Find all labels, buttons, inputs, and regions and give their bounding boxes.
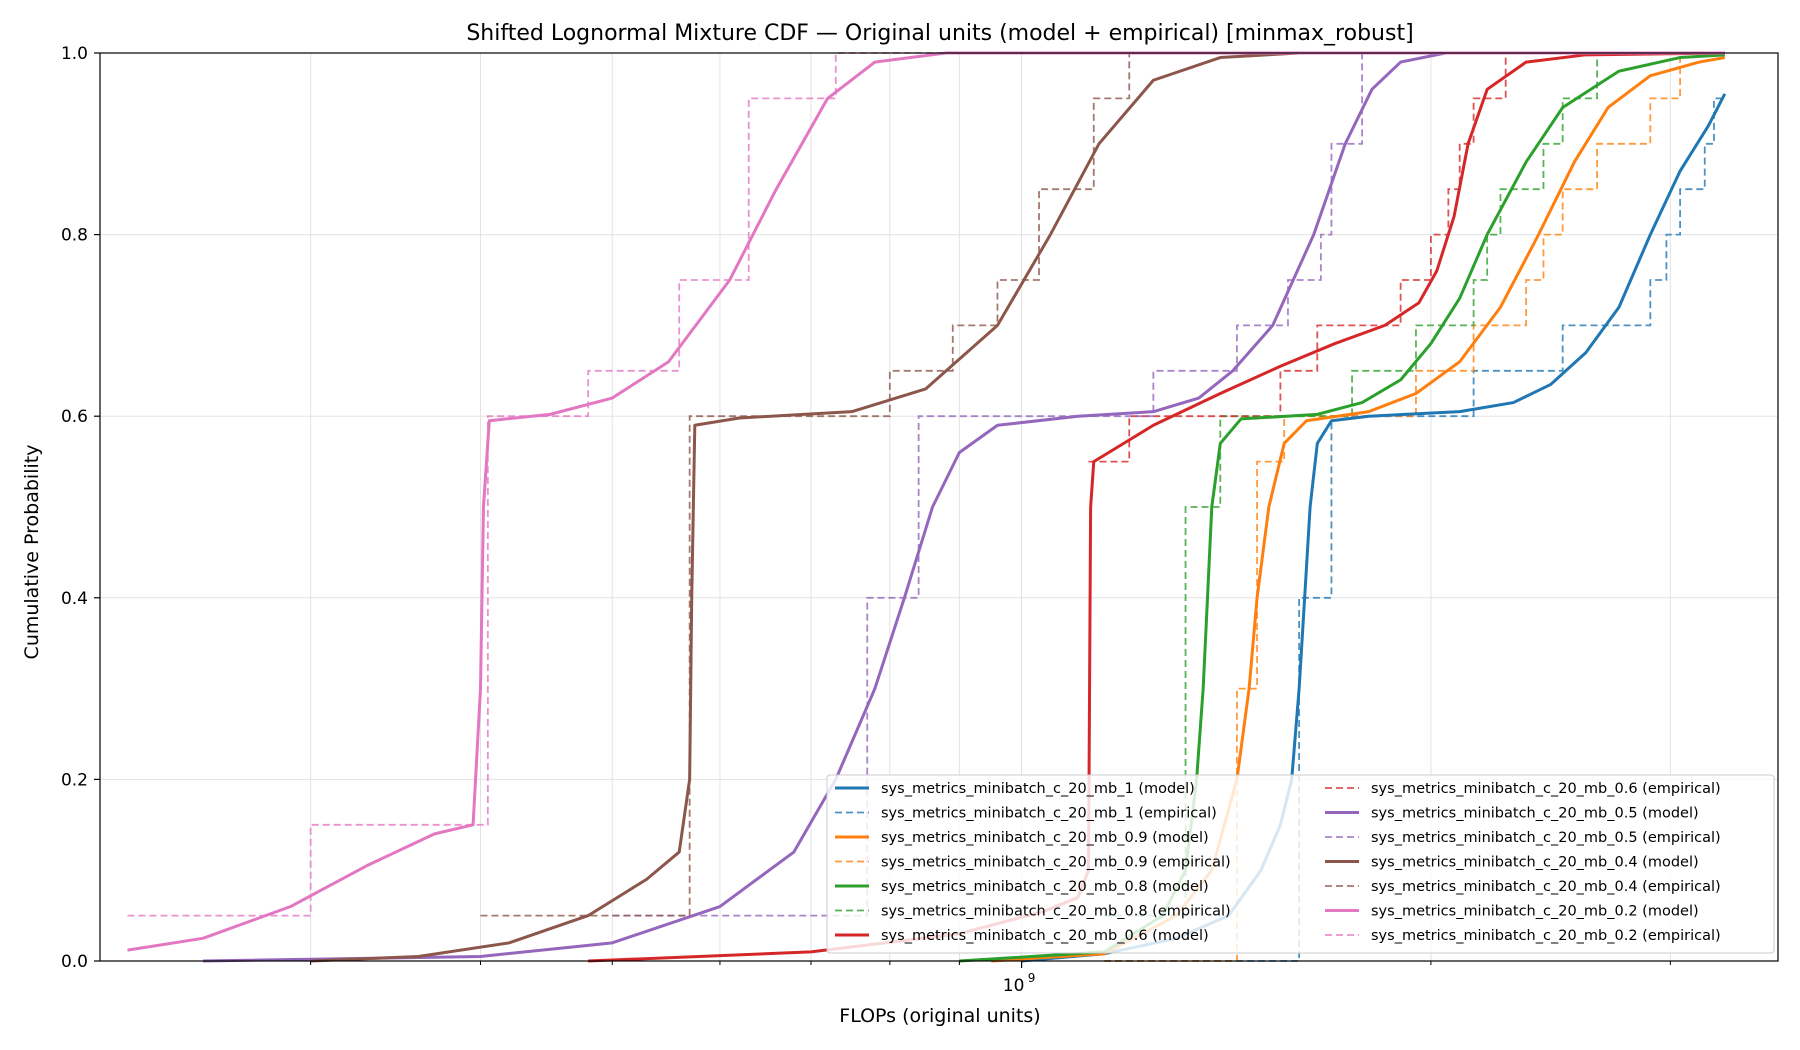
model-cdf-line	[127, 51, 1725, 952]
legend-item: sys_metrics_minibatch_c_20_mb_0.8 (model…	[835, 879, 1209, 895]
legend-label: sys_metrics_minibatch_c_20_mb_1 (model)	[881, 781, 1195, 797]
legend-box	[826, 774, 1775, 954]
axes: 0.0 0.2 0.4 0.6 0.8 1.0 10 9	[61, 44, 1779, 996]
legend-item: sys_metrics_minibatch_c_20_mb_0.5 (model…	[1325, 806, 1699, 822]
legend-item: sys_metrics_minibatch_c_20_mb_0.4 (empir…	[1325, 879, 1721, 895]
y-tick-label: 0.0	[61, 952, 88, 972]
legend-item: sys_metrics_minibatch_c_20_mb_0.9 (model…	[835, 830, 1209, 846]
legend-item: sys_metrics_minibatch_c_20_mb_0.8 (empir…	[835, 904, 1231, 920]
legend-label: sys_metrics_minibatch_c_20_mb_0.2 (model…	[1371, 904, 1699, 920]
legend-item: sys_metrics_minibatch_c_20_mb_1 (model)	[835, 781, 1195, 797]
x-tick-exponent: 9	[1028, 971, 1036, 985]
legend: sys_metrics_minibatch_c_20_mb_1 (model) s…	[826, 774, 1775, 954]
y-axis-label: Cumulative Probability	[21, 445, 43, 660]
y-tick-label: 0.8	[61, 226, 88, 246]
x-tick-label: 10	[1003, 976, 1025, 996]
legend-item: sys_metrics_minibatch_c_20_mb_0.6 (empir…	[1325, 781, 1721, 797]
legend-item: sys_metrics_minibatch_c_20_mb_0.4 (model…	[1325, 855, 1699, 871]
legend-label: sys_metrics_minibatch_c_20_mb_0.5 (empir…	[1371, 830, 1721, 846]
plot-frame	[99, 52, 1779, 962]
empirical-cdf-step	[1088, 52, 1725, 463]
legend-label: sys_metrics_minibatch_c_20_mb_0.9 (model…	[881, 830, 1209, 846]
y-tick-label: 1.0	[61, 44, 88, 64]
legend-item: sys_metrics_minibatch_c_20_mb_0.6 (model…	[835, 928, 1209, 944]
legend-label: sys_metrics_minibatch_c_20_mb_0.9 (empir…	[881, 855, 1231, 871]
legend-label: sys_metrics_minibatch_c_20_mb_0.6 (model…	[881, 928, 1209, 944]
chart-title: Shifted Lognormal Mixture CDF — Original…	[466, 21, 1413, 46]
empirical-cdf-step	[127, 52, 1725, 917]
legend-label: sys_metrics_minibatch_c_20_mb_0.8 (model…	[881, 879, 1209, 895]
y-tick-label: 0.2	[61, 770, 88, 790]
legend-label: sys_metrics_minibatch_c_20_mb_1 (empiric…	[881, 806, 1217, 822]
model-cdf-line	[310, 51, 1725, 963]
legend-item: sys_metrics_minibatch_c_20_mb_0.9 (empir…	[835, 855, 1231, 871]
empirical-cdf-step	[1104, 97, 1725, 962]
legend-label: sys_metrics_minibatch_c_20_mb_0.8 (empir…	[881, 904, 1231, 920]
x-axis-label: FLOPs (original units)	[839, 1005, 1040, 1027]
legend-item: sys_metrics_minibatch_c_20_mb_0.5 (empir…	[1325, 830, 1721, 846]
model-cdf-line	[202, 51, 1725, 963]
legend-label: sys_metrics_minibatch_c_20_mb_0.6 (empir…	[1371, 781, 1721, 797]
empirical-cdf-step	[1104, 52, 1725, 962]
legend-item: sys_metrics_minibatch_c_20_mb_1 (empiric…	[835, 806, 1217, 822]
legend-item: sys_metrics_minibatch_c_20_mb_0.2 (empir…	[1325, 928, 1721, 944]
y-tick-label: 0.6	[61, 407, 88, 427]
legend-label: sys_metrics_minibatch_c_20_mb_0.4 (model…	[1371, 855, 1699, 871]
legend-label: sys_metrics_minibatch_c_20_mb_0.4 (empir…	[1371, 879, 1721, 895]
empirical-cdf-step	[612, 52, 1725, 917]
legend-label: sys_metrics_minibatch_c_20_mb_0.2 (empir…	[1371, 928, 1721, 944]
legend-item: sys_metrics_minibatch_c_20_mb_0.2 (model…	[1325, 904, 1699, 920]
legend-label: sys_metrics_minibatch_c_20_mb_0.5 (model…	[1371, 806, 1699, 822]
y-tick-label: 0.4	[61, 589, 88, 609]
